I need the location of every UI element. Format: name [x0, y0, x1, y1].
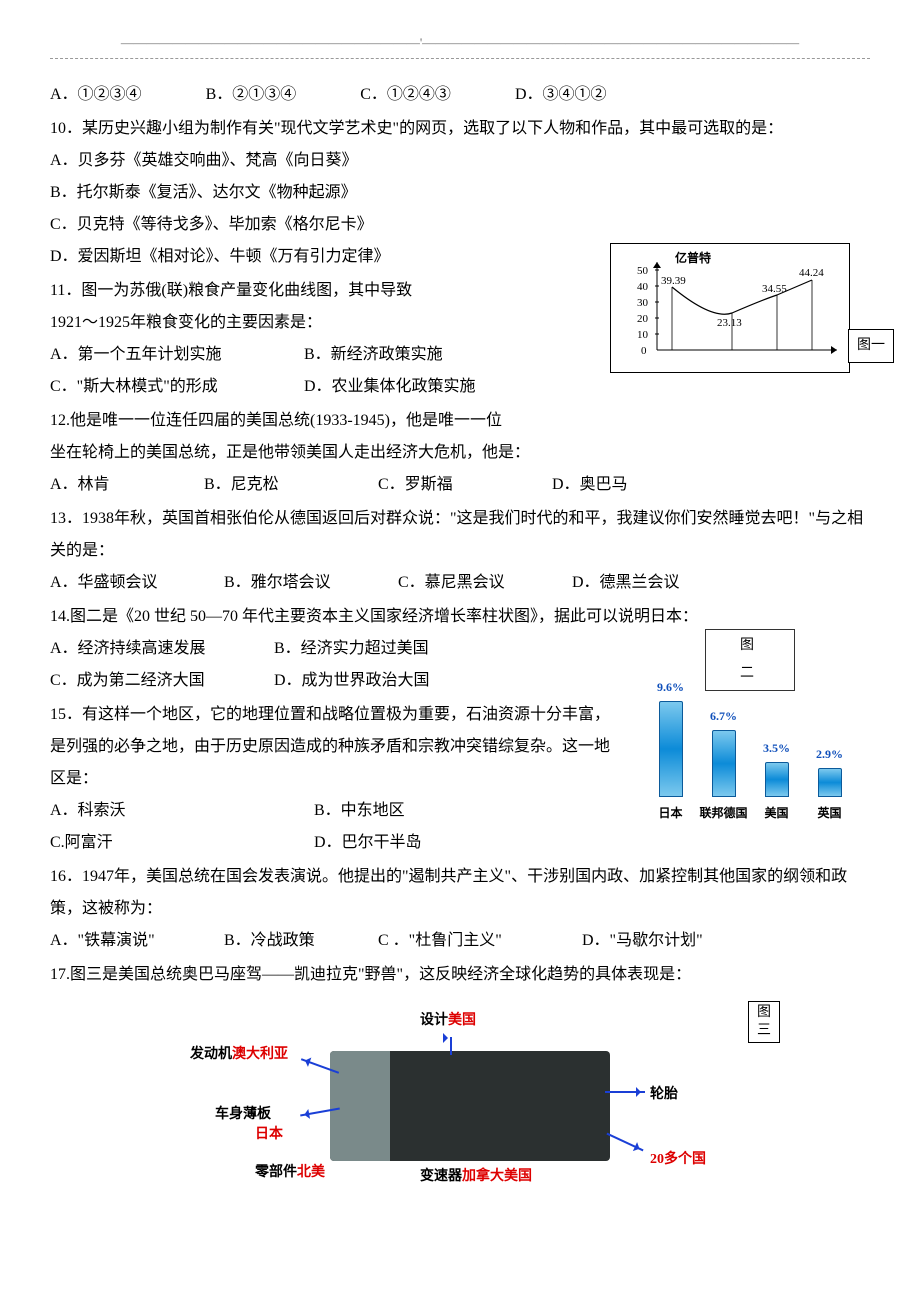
- figure-3: 图三 设计美国 发动机澳大利亚 车身薄板 日本 零部件北美 变速器加拿大美国 轮…: [160, 1001, 760, 1181]
- fig3-label: 图三: [748, 1001, 780, 1043]
- option: A．①②③④: [50, 79, 142, 111]
- anno-tire: 轮胎: [650, 1081, 678, 1109]
- q17: 17.图三是美国总统奥巴马座驾——凯迪拉克"野兽"，这反映经济全球化趋势的具体表…: [50, 959, 870, 1181]
- option: B．中东地区: [314, 802, 405, 819]
- option: C．成为第二经济大国: [50, 665, 270, 697]
- option: C．"斯大林模式"的形成: [50, 371, 300, 403]
- anno-engine: 发动机澳大利亚: [190, 1041, 288, 1069]
- option: C.阿富汗: [50, 827, 310, 859]
- anno-20: 20多个国: [650, 1146, 706, 1174]
- option: B．托尔斯泰《复活》、达尔文《物种起源》: [50, 177, 870, 209]
- svg-text:亿普特: 亿普特: [675, 250, 711, 265]
- question-stem: 15．有这样一个地区，它的地理位置和战略位置极为重要，石油资源十分丰富，是列强的…: [50, 699, 620, 795]
- chart2-title: 图 二: [705, 629, 795, 691]
- svg-text:44.24: 44.24: [799, 267, 824, 279]
- option: C．慕尼黑会议: [398, 567, 568, 599]
- option: B．②①③④: [206, 79, 297, 111]
- svg-text:34.55: 34.55: [762, 283, 787, 295]
- option: A．经济持续高速发展: [50, 633, 270, 665]
- svg-text:10: 10: [637, 329, 649, 341]
- svg-text:20: 20: [637, 313, 649, 325]
- car-image: [330, 1051, 610, 1161]
- chart-1: 亿普特 0 10 20 30 40 50 39.39 23.13 34.55 4…: [610, 243, 850, 373]
- svg-text:30: 30: [637, 297, 649, 309]
- option: B．尼克松: [204, 469, 374, 501]
- option: A．贝多芬《英雄交响曲》、梵高《向日葵》: [50, 145, 870, 177]
- option: A．科索沃: [50, 795, 310, 827]
- line-chart-svg: 亿普特 0 10 20 30 40 50 39.39 23.13 34.55 4…: [617, 250, 843, 366]
- anno-trans: 变速器加拿大美国: [420, 1163, 532, 1191]
- question-stem: 13．1938年秋，英国首相张伯伦从德国返回后对群众说："这是我们时代的和平，我…: [50, 503, 870, 567]
- q15: 15．有这样一个地区，它的地理位置和战略位置极为重要，石油资源十分丰富，是列强的…: [50, 699, 870, 859]
- option: D．巴尔干半岛: [314, 834, 422, 851]
- option: A．"铁幕演说": [50, 925, 220, 957]
- anno-body-red: 日本: [255, 1121, 283, 1149]
- page-header-rule: ———————————————————————'————————————————…: [50, 30, 870, 59]
- option: B．经济实力超过美国: [274, 640, 429, 657]
- option: D．③④①②: [515, 79, 607, 111]
- option: D．农业集体化政策实施: [304, 378, 476, 395]
- q16: 16．1947年，美国总统在国会发表演说。他提出的"遏制共产主义"、干涉别国内政…: [50, 861, 870, 957]
- anno-parts: 零部件北美: [255, 1159, 325, 1187]
- option: A．华盛顿会议: [50, 567, 220, 599]
- option: B．新经济政策实施: [304, 346, 443, 363]
- option: C．罗斯福: [378, 469, 548, 501]
- question-stem: 10．某历史兴趣小组为制作有关"现代文学艺术史"的网页，选取了以下人物和作品，其…: [50, 113, 870, 145]
- q9-options: A．①②③④ B．②①③④ C．①②④③ D．③④①②: [50, 79, 870, 111]
- question-stem: 16．1947年，美国总统在国会发表演说。他提出的"遏制共产主义"、干涉别国内政…: [50, 861, 870, 925]
- svg-text:50: 50: [637, 265, 649, 277]
- svg-text:40: 40: [637, 281, 649, 293]
- svg-text:0: 0: [641, 345, 647, 357]
- option: A．林肯: [50, 469, 200, 501]
- chart1-label: 图一: [848, 329, 894, 363]
- question-stem: 坐在轮椅上的美国总统，正是他带领美国人走出经济大危机，他是：: [50, 437, 870, 469]
- option: C ．"杜鲁门主义": [378, 925, 578, 957]
- option: D．"马歇尔计划": [582, 932, 703, 949]
- option: C．①②④③: [360, 79, 451, 111]
- question-stem: 1921～1925年粮食变化的主要因素是：: [50, 307, 620, 339]
- option: B．雅尔塔会议: [224, 567, 394, 599]
- svg-text:23.13: 23.13: [717, 317, 742, 329]
- bar-value: 9.6%: [657, 675, 684, 699]
- q11: 亿普特 0 10 20 30 40 50 39.39 23.13 34.55 4…: [50, 275, 870, 403]
- option: C．贝克特《等待戈多》、毕加索《格尔尼卡》: [50, 209, 870, 241]
- question-stem: 12.他是唯一一位连任四届的美国总统(1933-1945)，他是唯一一位: [50, 405, 870, 437]
- q13: 13．1938年秋，英国首相张伯伦从德国返回后对群众说："这是我们时代的和平，我…: [50, 503, 870, 599]
- option: D．奥巴马: [552, 476, 628, 493]
- q12: 12.他是唯一一位连任四届的美国总统(1933-1945)，他是唯一一位 坐在轮…: [50, 405, 870, 501]
- question-stem: 17.图三是美国总统奥巴马座驾——凯迪拉克"野兽"，这反映经济全球化趋势的具体表…: [50, 959, 870, 991]
- question-stem: 11．图一为苏俄(联)粮食产量变化曲线图，其中导致: [50, 275, 620, 307]
- option: D．德黑兰会议: [572, 574, 680, 591]
- option: A．第一个五年计划实施: [50, 339, 300, 371]
- anno-design: 设计美国: [420, 1007, 476, 1035]
- option: D．成为世界政治大国: [274, 672, 430, 689]
- svg-text:39.39: 39.39: [661, 275, 686, 287]
- q14: 14.图二是《20 世纪 50—70 年代主要资本主义国家经济增长率柱状图》，据…: [50, 601, 870, 697]
- option: B．冷战政策: [224, 925, 374, 957]
